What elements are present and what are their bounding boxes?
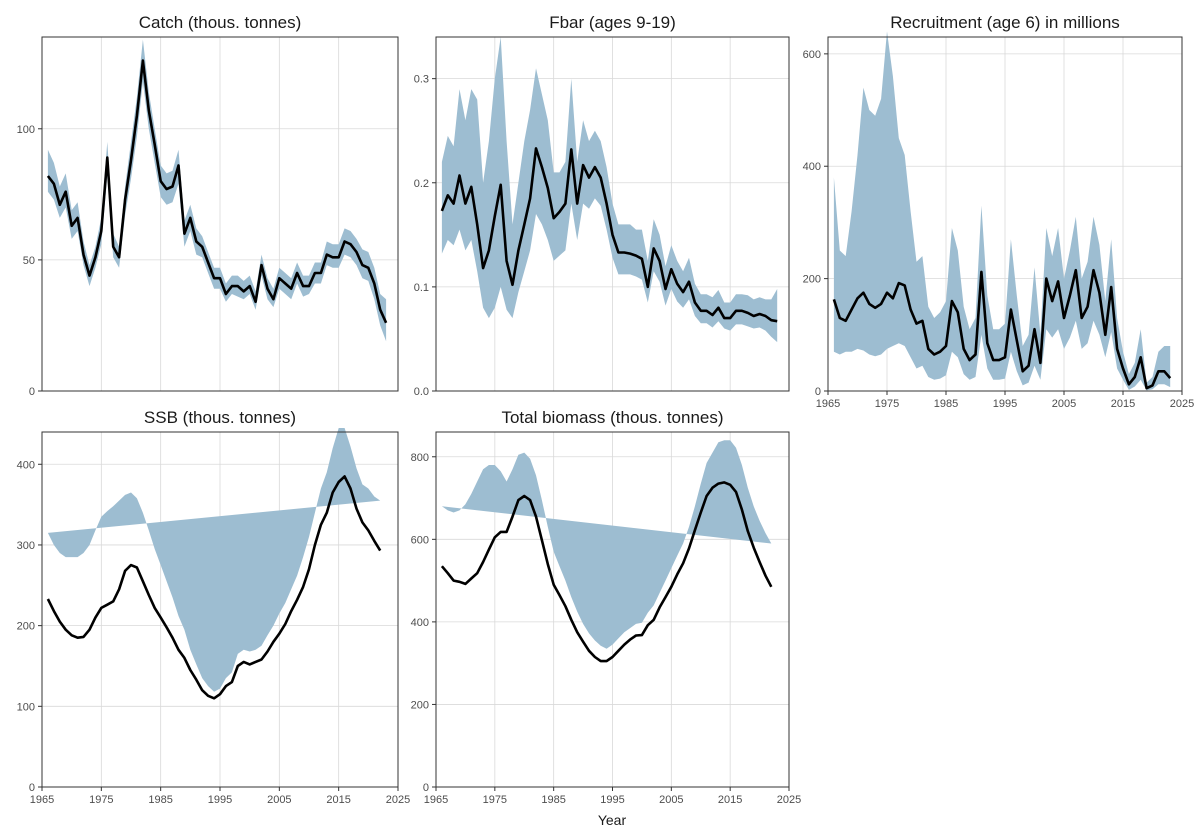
- catch-title: Catch (thous. tonnes): [139, 13, 302, 32]
- x-tick-label: 1975: [875, 398, 899, 410]
- y-tick-label: 0.1: [414, 282, 429, 294]
- x-tick-label: 2015: [718, 794, 742, 806]
- total-biomass-confidence-band: [441, 440, 772, 649]
- x-axis-label: Year: [598, 812, 627, 828]
- x-tick-label: 1985: [541, 794, 565, 806]
- y-tick-label: 0.2: [414, 178, 429, 190]
- y-tick-label: 100: [17, 701, 35, 713]
- x-tick-label: 1975: [89, 794, 113, 806]
- catch-frame: [41, 36, 399, 392]
- y-tick-label: 600: [803, 49, 821, 61]
- fbar-title: Fbar (ages 9-19): [549, 13, 676, 32]
- x-tick-label: 1995: [993, 398, 1017, 410]
- x-tick-label: 1965: [816, 398, 840, 410]
- ssb-series-line: [46, 475, 382, 700]
- y-tick-label: 0.3: [414, 74, 429, 86]
- x-tick-label: 1975: [483, 794, 507, 806]
- x-tick-label: 1965: [424, 794, 448, 806]
- ssb-confidence-band: [47, 428, 381, 692]
- total-biomass-panel: Total biomass (thous. tonnes) 0 200 400 600 8…: [411, 408, 802, 806]
- recruitment-panel: Recruitment (age 6) in millions 0 200 400 60…: [803, 13, 1194, 410]
- recruitment-confidence-band: [833, 31, 1171, 391]
- x-tick-label: 2015: [326, 794, 350, 806]
- y-tick-label: 50: [23, 255, 35, 267]
- total-biomass-series-line: [440, 481, 773, 663]
- y-tick-label: 200: [411, 699, 429, 711]
- ssb-title: SSB (thous. tonnes): [144, 408, 296, 427]
- x-tick-label: 2005: [1052, 398, 1076, 410]
- x-tick-label: 1985: [148, 794, 172, 806]
- y-tick-label: 300: [17, 540, 35, 552]
- y-tick-label: 0: [29, 782, 35, 794]
- fbar-confidence-band: [441, 37, 778, 343]
- ssb-panel: SSB (thous. tonnes) 0 100 200 300 400 1965 1975…: [17, 408, 411, 806]
- y-tick-label: 200: [803, 274, 821, 286]
- x-tick-label: 2025: [386, 794, 410, 806]
- x-tick-label: 1965: [30, 794, 54, 806]
- x-tick-label: 2025: [777, 794, 801, 806]
- y-tick-label: 400: [803, 161, 821, 173]
- y-tick-label: 0: [29, 386, 35, 398]
- x-tick-label: 2025: [1170, 398, 1194, 410]
- y-tick-label: 200: [17, 621, 35, 633]
- y-tick-label: 400: [411, 617, 429, 629]
- fbar-series-line: [440, 147, 778, 323]
- x-tick-label: 1995: [600, 794, 624, 806]
- catch-confidence-band: [47, 39, 387, 342]
- x-tick-label: 2005: [267, 794, 291, 806]
- y-tick-label: 0: [815, 386, 821, 398]
- catch-series-line: [46, 59, 388, 324]
- recruitment-title: Recruitment (age 6) in millions: [890, 13, 1120, 32]
- total-biomass-title: Total biomass (thous. tonnes): [501, 408, 723, 427]
- fbar-panel: Fbar (ages 9-19) 0.0 0.1 0.2 0.3: [414, 13, 790, 398]
- x-tick-label: 2015: [1111, 398, 1135, 410]
- y-tick-label: 100: [17, 124, 35, 136]
- x-tick-label: 1985: [934, 398, 958, 410]
- recruitment-series-line: [832, 268, 1172, 390]
- y-tick-label: 400: [17, 459, 35, 471]
- y-tick-label: 0.0: [414, 386, 429, 398]
- y-tick-label: 800: [411, 452, 429, 464]
- y-tick-label: 0: [423, 782, 429, 794]
- fbar-frame: [435, 36, 790, 392]
- x-tick-label: 1995: [208, 794, 232, 806]
- catch-panel: Catch (thous. tonnes) 0 50 100: [17, 13, 399, 398]
- y-tick-label: 600: [411, 534, 429, 546]
- x-tick-label: 2005: [659, 794, 683, 806]
